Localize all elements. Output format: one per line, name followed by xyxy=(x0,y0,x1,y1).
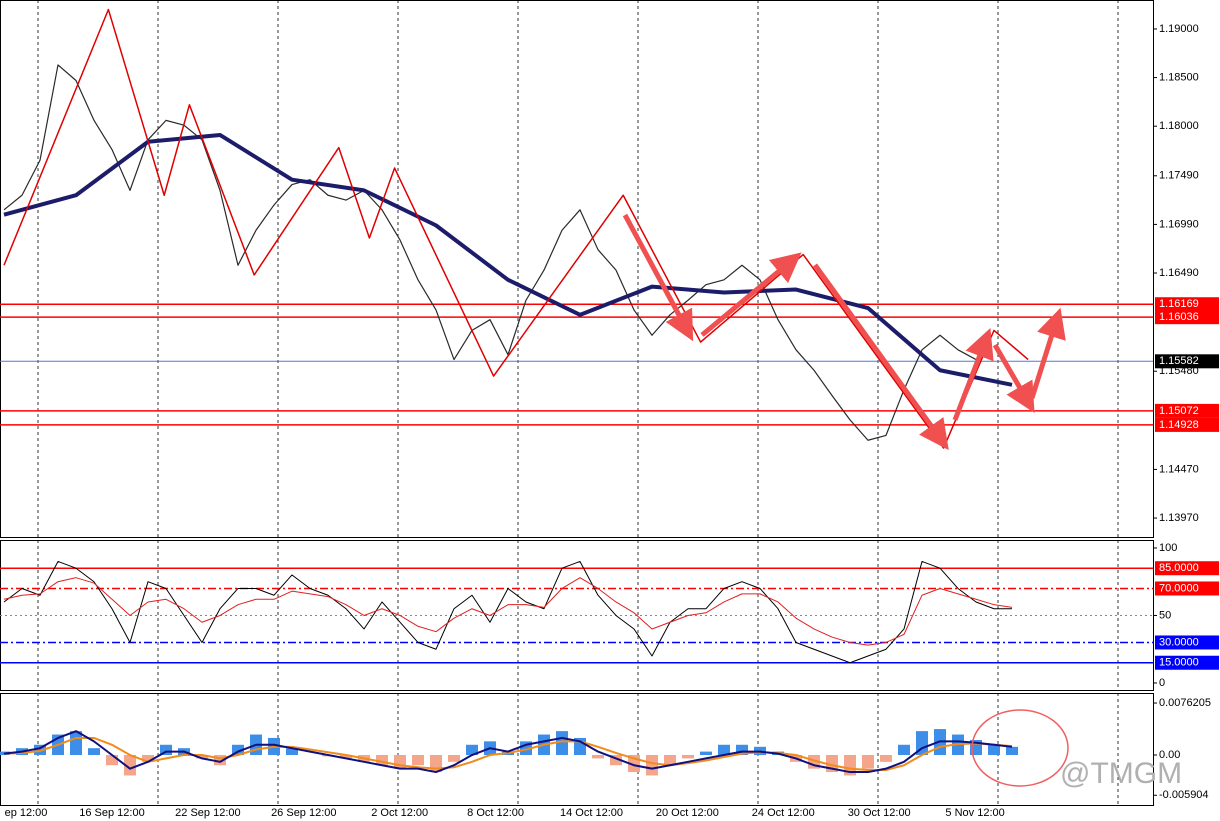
level-label: 70.0000 xyxy=(1159,582,1199,594)
arrow xyxy=(992,343,1035,413)
level-label-box xyxy=(1155,655,1219,670)
histogram-bar xyxy=(988,744,1000,756)
histogram-bar xyxy=(718,744,730,756)
x-tick-label: 22 Sep 12:00 xyxy=(175,807,240,819)
arrow xyxy=(952,327,994,421)
level-label-box xyxy=(1155,403,1219,418)
x-tick-label: 20 Oct 12:00 xyxy=(656,807,719,819)
histogram-bar xyxy=(592,755,604,759)
histogram-bar xyxy=(106,755,118,766)
series-line xyxy=(3,577,1013,646)
histogram-bar xyxy=(232,744,244,756)
watermark: @TMGM xyxy=(1060,757,1182,790)
histogram-bar xyxy=(610,755,622,766)
series-line xyxy=(3,8,1029,449)
y-tick-label: 0 xyxy=(1159,677,1165,689)
y-tick-label: 1.16990 xyxy=(1159,218,1199,230)
y-tick-label: -0.005904 xyxy=(1159,789,1209,801)
x-tick-label: 16 Sep 12:00 xyxy=(79,807,144,819)
level-label: 1.14928 xyxy=(1159,419,1199,431)
histogram-bar xyxy=(736,744,748,756)
arrow xyxy=(812,263,949,451)
histogram-bar xyxy=(70,731,82,756)
arrow xyxy=(700,252,802,337)
histogram-bar xyxy=(340,755,352,759)
series-line xyxy=(3,736,1013,772)
x-tick-label: 2 Oct 12:00 xyxy=(371,807,428,819)
histogram-bar xyxy=(412,755,424,766)
histogram-bar xyxy=(844,755,856,776)
y-tick-label: 1.18500 xyxy=(1159,71,1199,83)
pane-frame xyxy=(0,693,1154,806)
x-tick-label: 30 Oct 12:00 xyxy=(848,807,911,819)
level-label-box xyxy=(1155,581,1219,596)
histogram-bar xyxy=(1006,746,1018,756)
level-label: 1.16036 xyxy=(1159,311,1199,323)
histogram-bar xyxy=(556,731,568,756)
plot: ep 12:00 16 Sep 12:00 22 Sep 12:00 26 Sep 1… xyxy=(0,8,1219,819)
histogram-bar xyxy=(700,751,712,756)
y-tick-label: 1.18000 xyxy=(1159,120,1199,132)
level-label: 1.15072 xyxy=(1159,405,1199,417)
y-tick-label: 1.17490 xyxy=(1159,170,1199,182)
histogram-bar xyxy=(88,748,100,756)
histogram-bar xyxy=(880,755,892,762)
level-label: 1.15582 xyxy=(1159,355,1199,367)
series-line xyxy=(3,730,1013,774)
arrow xyxy=(622,213,694,342)
level-label: 15.0000 xyxy=(1159,657,1199,669)
y-tick-label: 1.14470 xyxy=(1159,463,1199,475)
y-tick-label: 50 xyxy=(1159,609,1171,621)
x-tick-label: 26 Sep 12:00 xyxy=(271,807,336,819)
pane-frame xyxy=(0,0,1154,538)
level-label-box xyxy=(1155,310,1219,325)
x-tick-label: 14 Oct 12:00 xyxy=(560,807,623,819)
x-tick-label: ep 12:00 xyxy=(5,807,48,819)
histogram-bar xyxy=(376,755,388,766)
level-label-box xyxy=(1155,417,1219,432)
histogram-bar xyxy=(142,755,154,762)
histogram-bar xyxy=(160,744,172,756)
arrows xyxy=(622,213,1066,451)
arrow xyxy=(1029,307,1066,399)
series-line xyxy=(3,64,977,441)
level-label: 1.16169 xyxy=(1159,298,1199,310)
y-tick-label: 1.16490 xyxy=(1159,267,1199,279)
y-tick-label: 1.19000 xyxy=(1159,23,1199,35)
series-line xyxy=(3,560,1012,664)
x-tick-label: 8 Oct 12:00 xyxy=(467,807,524,819)
level-label: 85.0000 xyxy=(1159,562,1199,574)
histogram-bar xyxy=(898,744,910,756)
x-tick-label: 5 Nov 12:00 xyxy=(945,807,1004,819)
level-label-box xyxy=(1155,561,1219,576)
y-tick-label: 0.00 xyxy=(1159,749,1180,761)
histogram-bar xyxy=(466,744,478,756)
histogram-bar xyxy=(916,731,928,756)
level-label: 30.0000 xyxy=(1159,636,1199,648)
level-label-box xyxy=(1155,297,1219,312)
histogram-bar xyxy=(286,748,298,756)
y-tick-label: 0.0076205 xyxy=(1159,697,1211,709)
histogram-bar xyxy=(862,755,874,769)
level-label-box xyxy=(1155,635,1219,650)
histogram-bar xyxy=(664,755,676,766)
level-label-box xyxy=(1155,354,1219,369)
histogram-bar xyxy=(196,755,208,759)
y-tick-label: 100 xyxy=(1159,542,1177,554)
highlight-circle xyxy=(971,709,1069,787)
histogram-bar xyxy=(646,755,658,776)
histogram-bar xyxy=(448,755,460,762)
histogram-bar xyxy=(214,755,226,766)
histogram-bar xyxy=(682,755,694,759)
x-tick-label: 24 Oct 12:00 xyxy=(752,807,815,819)
y-tick-label: 1.13970 xyxy=(1159,512,1199,524)
histogram-bar xyxy=(124,755,136,776)
